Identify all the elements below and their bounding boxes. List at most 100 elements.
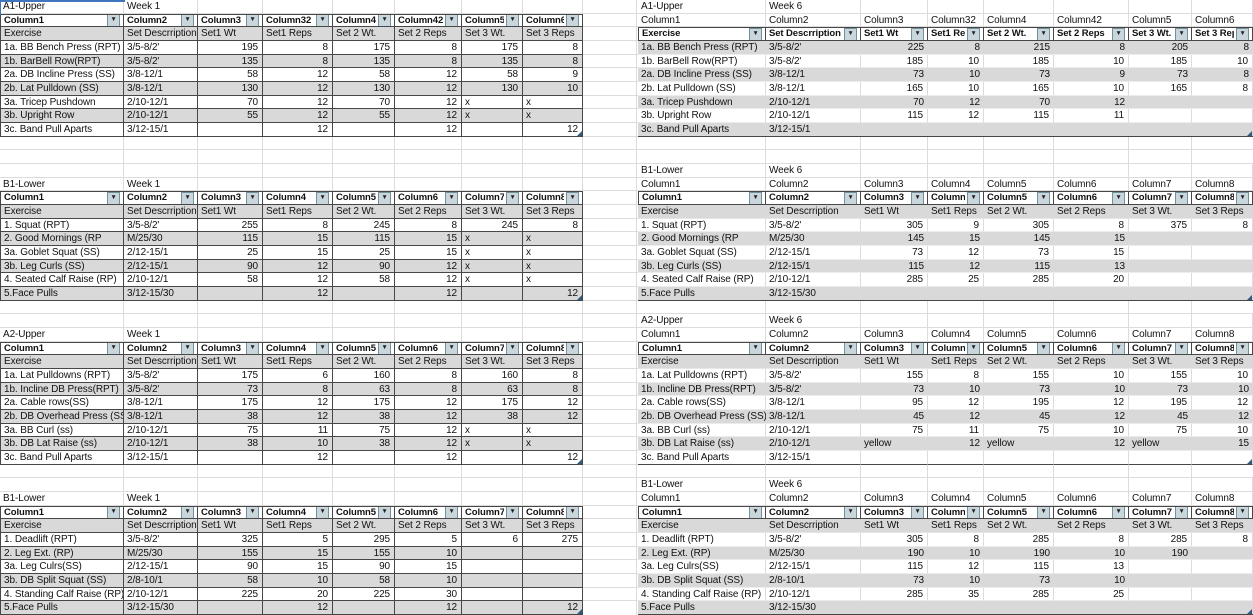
value-cell[interactable]: 8 <box>395 382 462 397</box>
value-cell[interactable]: 12 <box>1192 409 1253 424</box>
value-cell[interactable]: 8 <box>1054 40 1129 55</box>
set-description-cell[interactable]: 2/10-12/1 <box>766 95 861 110</box>
set-description-cell[interactable]: 2/8-10/1 <box>766 573 861 588</box>
value-cell[interactable]: 160 <box>462 368 523 383</box>
value-cell[interactable]: 10 <box>1054 423 1129 438</box>
value-cell[interactable]: 10 <box>928 68 984 82</box>
value-cell[interactable] <box>1192 245 1253 260</box>
value-cell[interactable]: 12 <box>928 560 984 574</box>
filter-dropdown-button[interactable]: ▼ <box>1112 342 1125 355</box>
value-cell[interactable] <box>333 286 395 301</box>
value-cell[interactable]: 375 <box>1129 218 1192 233</box>
value-cell[interactable]: 115 <box>984 109 1054 123</box>
value-cell[interactable] <box>1129 245 1192 260</box>
value-cell[interactable] <box>1192 122 1253 137</box>
filter-dropdown-button[interactable]: ▼ <box>246 506 259 519</box>
value-cell[interactable] <box>198 286 263 301</box>
set-description-cell[interactable]: 2/10-12/1 <box>124 95 198 110</box>
value-cell[interactable]: 12 <box>395 81 462 96</box>
set-description-cell[interactable]: 3/5-8/2' <box>766 382 861 397</box>
exercise-cell[interactable]: 3a. Leg Culrs(SS) <box>0 560 124 574</box>
exercise-cell[interactable]: 5.Face Pulls <box>0 286 124 301</box>
value-cell[interactable]: 10 <box>1192 423 1253 438</box>
exercise-cell[interactable]: 1. Deadlift (RPT) <box>638 532 766 547</box>
exercise-cell[interactable]: 2b. DB Overhead Press (SS) <box>0 409 124 424</box>
value-cell[interactable]: 12 <box>928 245 984 260</box>
value-cell[interactable]: x <box>462 95 523 110</box>
value-cell[interactable]: 190 <box>984 546 1054 561</box>
value-cell[interactable]: 11 <box>263 423 333 438</box>
exercise-cell[interactable]: 2a. DB Incline Press (SS) <box>0 68 124 82</box>
value-cell[interactable]: 130 <box>333 81 395 96</box>
value-cell[interactable]: 10 <box>928 81 984 96</box>
value-cell[interactable]: 12 <box>928 437 984 451</box>
value-cell[interactable]: 25 <box>928 273 984 287</box>
value-cell[interactable] <box>462 587 523 602</box>
exercise-cell[interactable]: 2a. Cable rows(SS) <box>0 396 124 410</box>
value-cell[interactable]: 70 <box>198 95 263 110</box>
value-cell[interactable]: x <box>462 259 523 274</box>
value-cell[interactable] <box>1192 95 1253 110</box>
exercise-cell[interactable]: 5.Face Pulls <box>0 601 124 615</box>
filter-dropdown-button[interactable]: ▼ <box>566 14 579 27</box>
value-cell[interactable]: 10 <box>928 54 984 69</box>
value-cell[interactable] <box>1054 450 1129 465</box>
value-cell[interactable]: 73 <box>861 68 928 82</box>
filter-dropdown-button[interactable]: ▼ <box>566 342 579 355</box>
value-cell[interactable] <box>333 122 395 137</box>
value-cell[interactable] <box>333 601 395 615</box>
value-cell[interactable] <box>1054 601 1129 615</box>
value-cell[interactable]: 30 <box>395 587 462 602</box>
value-cell[interactable] <box>523 560 583 574</box>
value-cell[interactable]: 9 <box>523 68 583 82</box>
exercise-cell[interactable]: 3a. BB Curl (ss) <box>638 423 766 438</box>
value-cell[interactable]: 8 <box>523 40 583 55</box>
exercise-cell[interactable]: 4. Seated Calf Raise (RP) <box>638 273 766 287</box>
value-cell[interactable]: 10 <box>928 382 984 397</box>
value-cell[interactable]: 12 <box>1054 396 1129 410</box>
set-description-cell[interactable]: 3/12-15/1 <box>124 122 198 137</box>
value-cell[interactable] <box>462 560 523 574</box>
value-cell[interactable]: 12 <box>1192 396 1253 410</box>
exercise-cell[interactable]: 1a. Lat Pulldowns (RPT) <box>0 368 124 383</box>
value-cell[interactable] <box>861 286 928 301</box>
value-cell[interactable]: 305 <box>861 218 928 233</box>
value-cell[interactable]: 10 <box>395 573 462 588</box>
value-cell[interactable]: 195 <box>984 396 1054 410</box>
value-cell[interactable]: 12 <box>395 601 462 615</box>
filter-dropdown-button[interactable]: ▼ <box>844 28 857 40</box>
filter-dropdown-button[interactable]: ▼ <box>1112 28 1125 40</box>
exercise-cell[interactable]: 5.Face Pulls <box>638 601 766 615</box>
value-cell[interactable]: 175 <box>333 40 395 55</box>
value-cell[interactable]: 6 <box>462 532 523 547</box>
set-description-cell[interactable]: 3/12-15/30 <box>124 286 198 301</box>
value-cell[interactable]: 190 <box>1129 546 1192 561</box>
value-cell[interactable] <box>928 601 984 615</box>
filter-dropdown-button[interactable]: ▼ <box>1037 192 1050 204</box>
filter-dropdown-button[interactable]: ▼ <box>445 14 458 27</box>
value-cell[interactable]: 58 <box>198 273 263 287</box>
value-cell[interactable]: 115 <box>198 232 263 246</box>
set-description-cell[interactable]: M/25/30 <box>124 546 198 561</box>
value-cell[interactable]: 15 <box>263 232 333 246</box>
value-cell[interactable]: 12 <box>263 109 333 123</box>
set-description-cell[interactable]: 3/8-12/1 <box>766 396 861 410</box>
exercise-cell[interactable]: 5.Face Pulls <box>638 286 766 301</box>
filter-dropdown-button[interactable]: ▼ <box>1175 192 1188 204</box>
value-cell[interactable]: x <box>462 232 523 246</box>
value-cell[interactable]: 20 <box>1054 273 1129 287</box>
filter-dropdown-button[interactable]: ▼ <box>316 506 329 519</box>
value-cell[interactable]: 15 <box>928 232 984 246</box>
value-cell[interactable]: 13 <box>1054 259 1129 274</box>
value-cell[interactable]: 305 <box>984 218 1054 233</box>
set-description-cell[interactable]: 2/10-12/1 <box>766 587 861 602</box>
value-cell[interactable] <box>462 601 523 615</box>
value-cell[interactable] <box>928 122 984 137</box>
value-cell[interactable]: 8 <box>263 218 333 233</box>
value-cell[interactable]: x <box>462 273 523 287</box>
value-cell[interactable]: 245 <box>333 218 395 233</box>
set-description-cell[interactable]: 3/8-12/1 <box>766 409 861 424</box>
value-cell[interactable] <box>861 601 928 615</box>
value-cell[interactable] <box>861 450 928 465</box>
value-cell[interactable]: 10 <box>928 573 984 588</box>
